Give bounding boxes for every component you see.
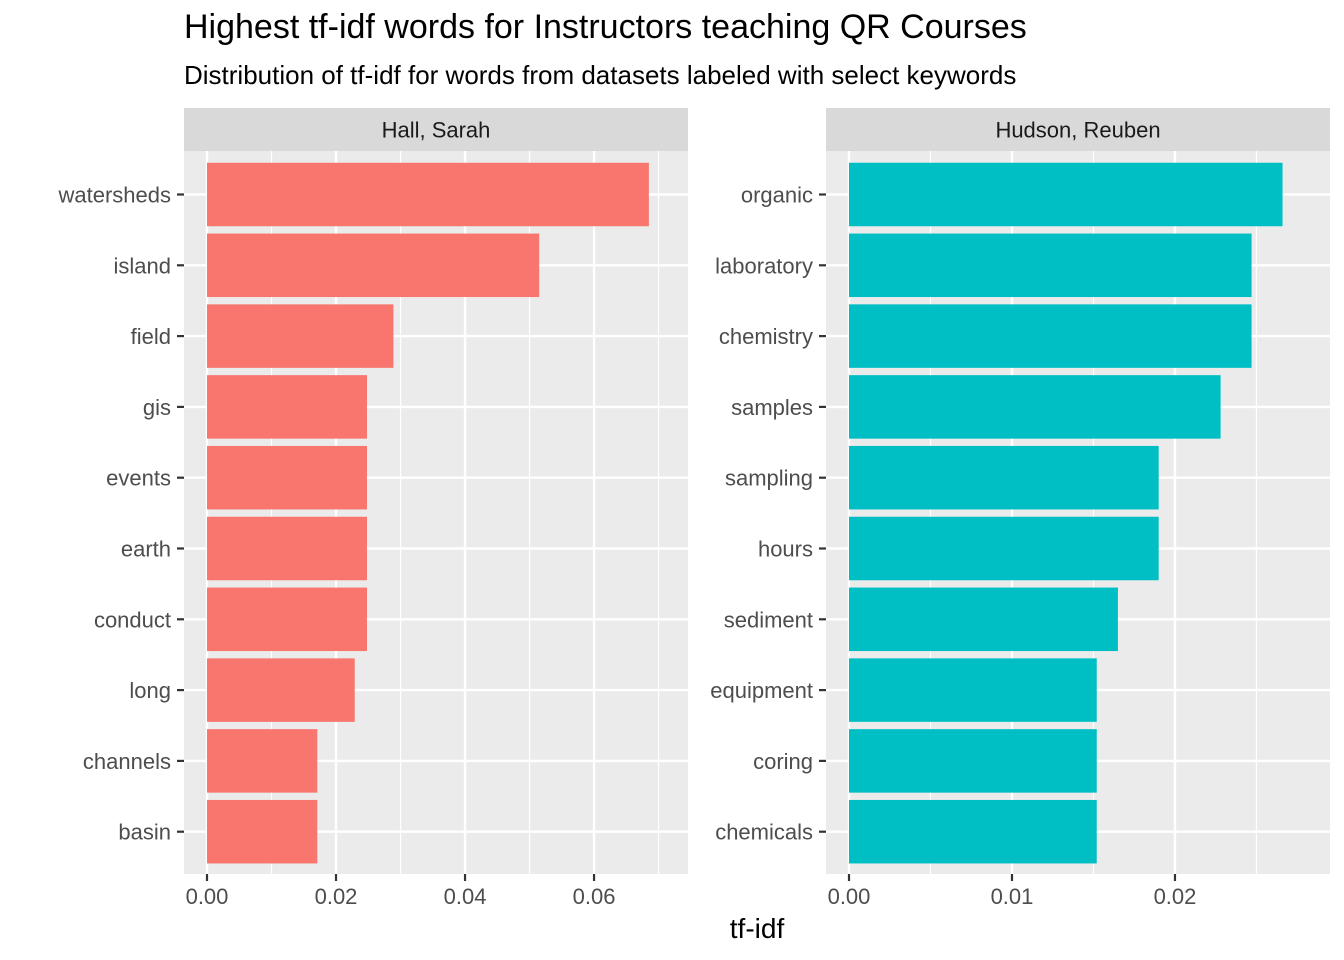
bar-coring (849, 729, 1097, 793)
bar-conduct (207, 587, 367, 652)
bar-samples (849, 375, 1221, 439)
facet-strip-label: Hudson, Reuben (995, 118, 1160, 143)
bar-equipment (849, 658, 1097, 722)
x-tick-label: 0.02 (315, 884, 358, 909)
bar-organic (849, 162, 1283, 227)
y-tick-label: events (106, 466, 171, 491)
y-tick-label: organic (741, 183, 813, 208)
y-tick-label: sediment (724, 607, 813, 632)
bar-field (207, 304, 394, 368)
bar-chemicals (849, 799, 1097, 864)
bar-long (207, 658, 355, 722)
y-tick-label: chemicals (715, 820, 813, 845)
bar-watersheds (207, 162, 649, 227)
bar-laboratory (849, 233, 1252, 298)
bar-island (207, 233, 540, 298)
x-tick-label: 0.06 (573, 884, 616, 909)
x-tick-label: 0.00 (828, 884, 871, 909)
facet-strip (184, 108, 688, 151)
y-tick-label: long (129, 678, 171, 703)
bar-hours (849, 516, 1159, 581)
x-tick-label: 0.00 (186, 884, 229, 909)
y-tick-label: sampling (725, 466, 813, 491)
bar-chemistry (849, 304, 1252, 368)
y-tick-label: conduct (94, 607, 171, 632)
bar-sediment (849, 587, 1118, 652)
y-tick-label: hours (758, 537, 813, 562)
y-tick-label: laboratory (715, 253, 813, 278)
y-tick-label: gis (143, 395, 171, 420)
chart-subtitle: Distribution of tf-idf for words from da… (184, 60, 1017, 90)
y-tick-label: earth (121, 537, 171, 562)
y-tick-label: samples (731, 395, 813, 420)
y-tick-label: island (114, 253, 171, 278)
y-tick-label: coring (753, 749, 813, 774)
bar-basin (207, 799, 318, 864)
y-tick-label: chemistry (719, 324, 813, 349)
facet-strip (826, 108, 1330, 151)
y-tick-label: channels (83, 749, 171, 774)
bar-gis (207, 375, 367, 439)
y-tick-label: watersheds (57, 183, 171, 208)
panel-2: Hudson, Reuben organic laboratory chemistry… (710, 108, 1330, 909)
bar-sampling (849, 445, 1159, 510)
y-tick-label: basin (118, 820, 171, 845)
panel-1: Hall, Sarah watersheds island field gis event… (57, 108, 688, 909)
chart-title: Highest tf-idf words for Instructors tea… (184, 8, 1027, 46)
bar-events (207, 445, 367, 510)
facet-strip-label: Hall, Sarah (382, 118, 491, 143)
y-tick-label: equipment (710, 678, 813, 703)
x-axis-title: tf-idf (730, 913, 785, 944)
y-tick-label: field (131, 324, 171, 349)
x-tick-label: 0.02 (1154, 884, 1197, 909)
bar-channels (207, 729, 318, 793)
bar-earth (207, 516, 367, 581)
x-tick-label: 0.01 (991, 884, 1034, 909)
x-tick-label: 0.04 (444, 884, 487, 909)
